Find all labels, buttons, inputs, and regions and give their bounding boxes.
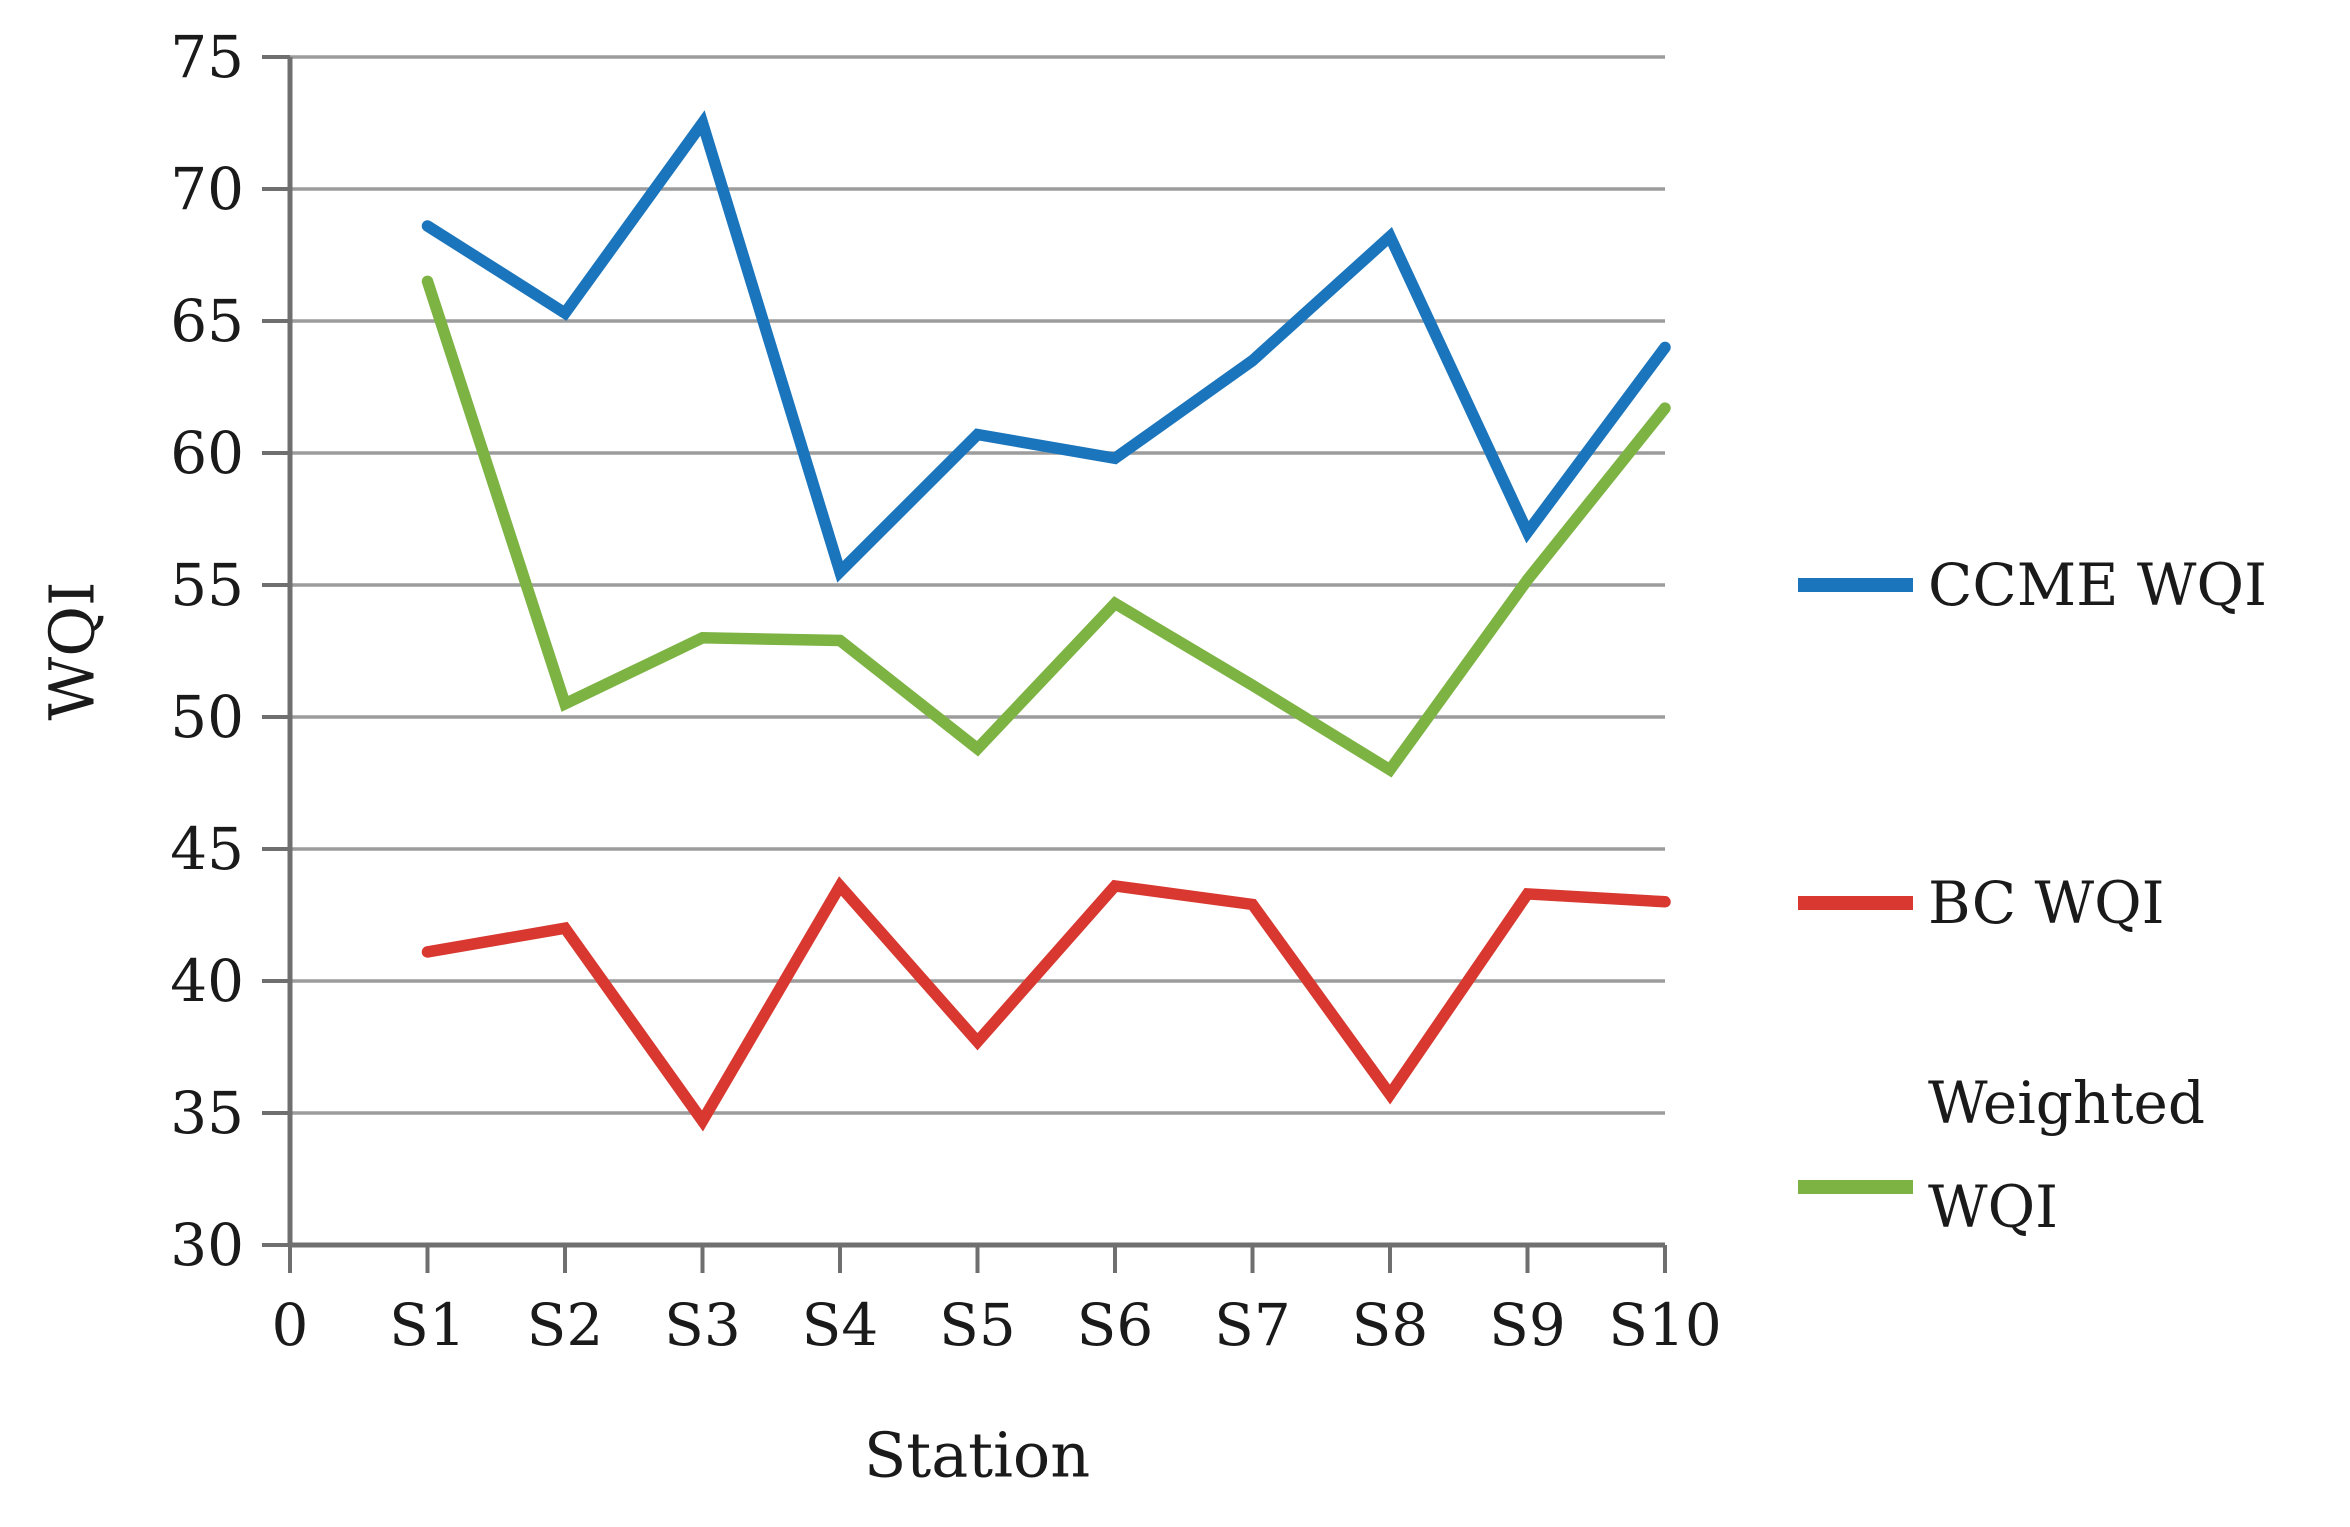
x-tick-label: S3	[664, 1291, 741, 1359]
series-line-bc-wqi	[421, 876, 1671, 1132]
y-tick-label: 65	[170, 287, 244, 355]
y-tick-label: 50	[170, 683, 244, 751]
legend: CCME WQI BC WQI Weighted WQI	[1798, 551, 2267, 1241]
gridlines-layer	[290, 55, 1665, 1247]
legend-label-weighted-wqi-line2: WQI	[1928, 1173, 2058, 1241]
x-axis-title: Station	[864, 1419, 1090, 1492]
x-tick-label: S1	[389, 1291, 466, 1359]
y-tick-label: 35	[170, 1079, 244, 1147]
series-line-ccme-wqi	[421, 110, 1671, 583]
x-tick-label: S2	[527, 1291, 604, 1359]
y-tick-label: 60	[170, 419, 244, 487]
legend-label-weighted-wqi-line1: Weighted	[1928, 1069, 2205, 1137]
axes-layer	[262, 55, 1667, 1273]
y-tick-label: 40	[170, 947, 244, 1015]
series-line-weighted-wqi	[421, 275, 1671, 778]
x-tick-label: S8	[1352, 1291, 1429, 1359]
y-axis-title: WQI	[36, 581, 109, 720]
x-tick-label: S10	[1608, 1291, 1722, 1359]
legend-label-ccme-wqi: CCME WQI	[1928, 551, 2267, 619]
y-tick-label: 30	[170, 1211, 244, 1279]
x-tick-label: S9	[1489, 1291, 1566, 1359]
x-tick-label: S4	[802, 1291, 879, 1359]
tick-labels-layer: 75 70 65 60 55 50 45 40 35 30 0 S1 S2 S3 S4 S5 S6 S7 S8 S9 S…	[170, 23, 1722, 1359]
y-tick-label: 70	[170, 155, 244, 223]
y-tick-label: 55	[170, 551, 244, 619]
x-tick-label: 0	[272, 1291, 309, 1359]
y-tick-label: 75	[170, 23, 244, 91]
legend-label-bc-wqi: BC WQI	[1928, 869, 2165, 937]
series-layer	[421, 110, 1671, 1132]
y-tick-label: 45	[170, 815, 244, 883]
x-tick-label: S7	[1214, 1291, 1291, 1359]
x-tick-label: S6	[1077, 1291, 1154, 1359]
x-tick-label: S5	[939, 1291, 1016, 1359]
